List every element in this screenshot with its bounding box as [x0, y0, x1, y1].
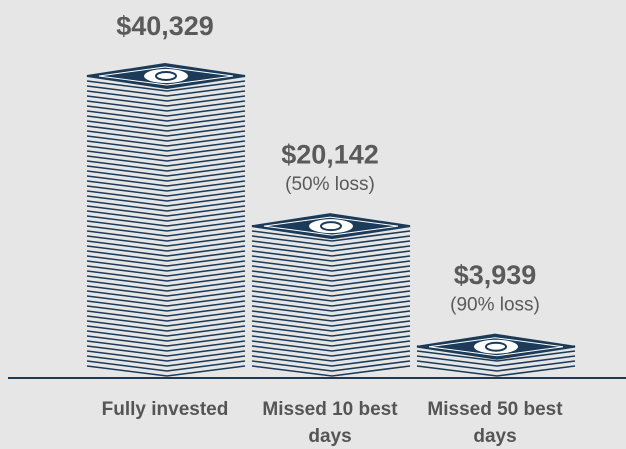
x-tick-label: Missed 50 best days [425, 396, 565, 449]
value-label: $20,142 [281, 139, 379, 169]
value-label: $40,329 [116, 11, 214, 41]
money-stack [252, 214, 410, 376]
chart: $40,329 $20,142 (50% loss) $3,939 (90% loss)… [0, 0, 626, 449]
x-tick-label: Fully invested [95, 396, 235, 423]
annotation: (90% loss) [450, 295, 540, 316]
money-stack [87, 64, 245, 376]
x-tick-label: Missed 10 best days [260, 396, 400, 449]
chart-canvas: $40,329 $20,142 (50% loss) $3,939 (90% loss) [0, 0, 626, 449]
value-label: $3,939 [454, 260, 537, 290]
money-stack [417, 335, 575, 376]
annotation: (50% loss) [285, 174, 375, 195]
